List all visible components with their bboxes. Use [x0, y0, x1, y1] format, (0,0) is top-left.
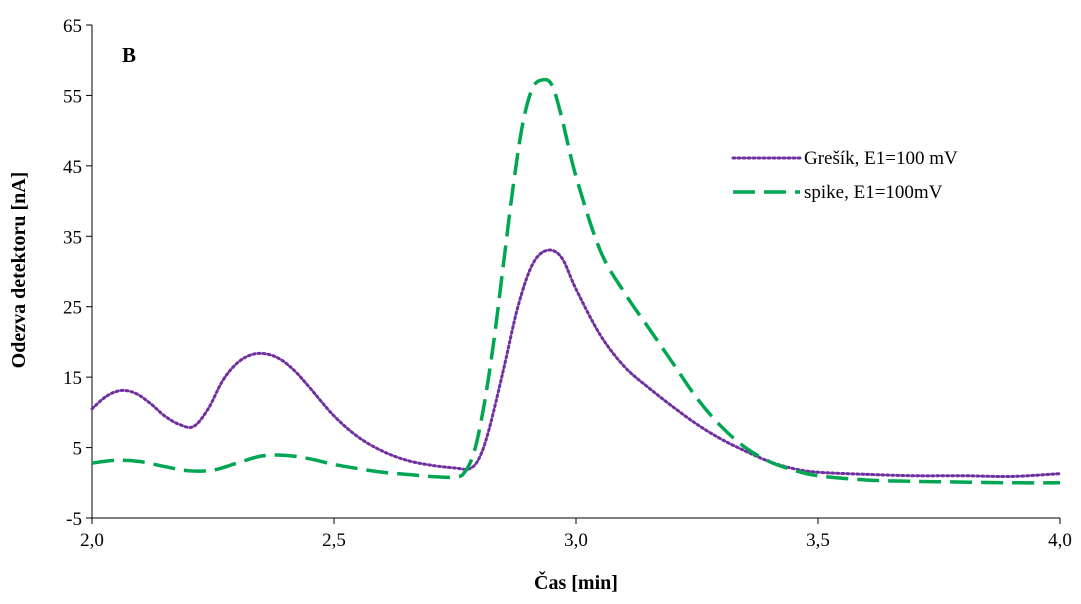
legend: Grešík, E1=100 mV spike, E1=100mV — [731, 148, 958, 203]
y-tick-label: 65 — [63, 16, 82, 37]
y-tick-label: 55 — [63, 86, 82, 107]
legend-item-gresik: Grešík, E1=100 mV — [731, 148, 958, 169]
y-ticks: -5 5 15 25 35 45 55 65 — [63, 16, 92, 530]
series-line-0 — [90, 248, 1062, 479]
x-tick-label: 2,5 — [322, 530, 346, 551]
x-ticks: 2,0 2,5 3,0 3,5 4,0 — [80, 518, 1072, 551]
legend-item-spike: spike, E1=100mV — [733, 182, 943, 203]
y-tick-label: 25 — [63, 298, 82, 319]
x-axis-title: Čas [min] — [534, 570, 618, 594]
y-tick-label: 15 — [63, 368, 82, 389]
x-tick-label: 4,0 — [1048, 530, 1072, 551]
y-tick-label: -5 — [66, 509, 82, 530]
y-axis-title: Odezva detektoru [nA] — [8, 172, 30, 369]
plot-area: 2,0 2,5 3,0 3,5 4,0 -5 5 15 25 35 45 55 65 — [63, 16, 1072, 551]
legend-label-spike: spike, E1=100mV — [804, 182, 943, 203]
x-tick-label: 2,0 — [80, 530, 104, 551]
y-tick-label: 5 — [73, 439, 83, 460]
x-tick-label: 3,0 — [564, 530, 588, 551]
y-tick-label: 35 — [63, 227, 82, 248]
series-lines — [90, 77, 1062, 485]
series-line-1 — [91, 77, 1061, 485]
x-tick-label: 3,5 — [806, 530, 830, 551]
legend-label-gresik: Grešík, E1=100 mV — [804, 148, 958, 169]
panel-label: B — [122, 43, 136, 67]
y-tick-label: 45 — [63, 157, 82, 178]
